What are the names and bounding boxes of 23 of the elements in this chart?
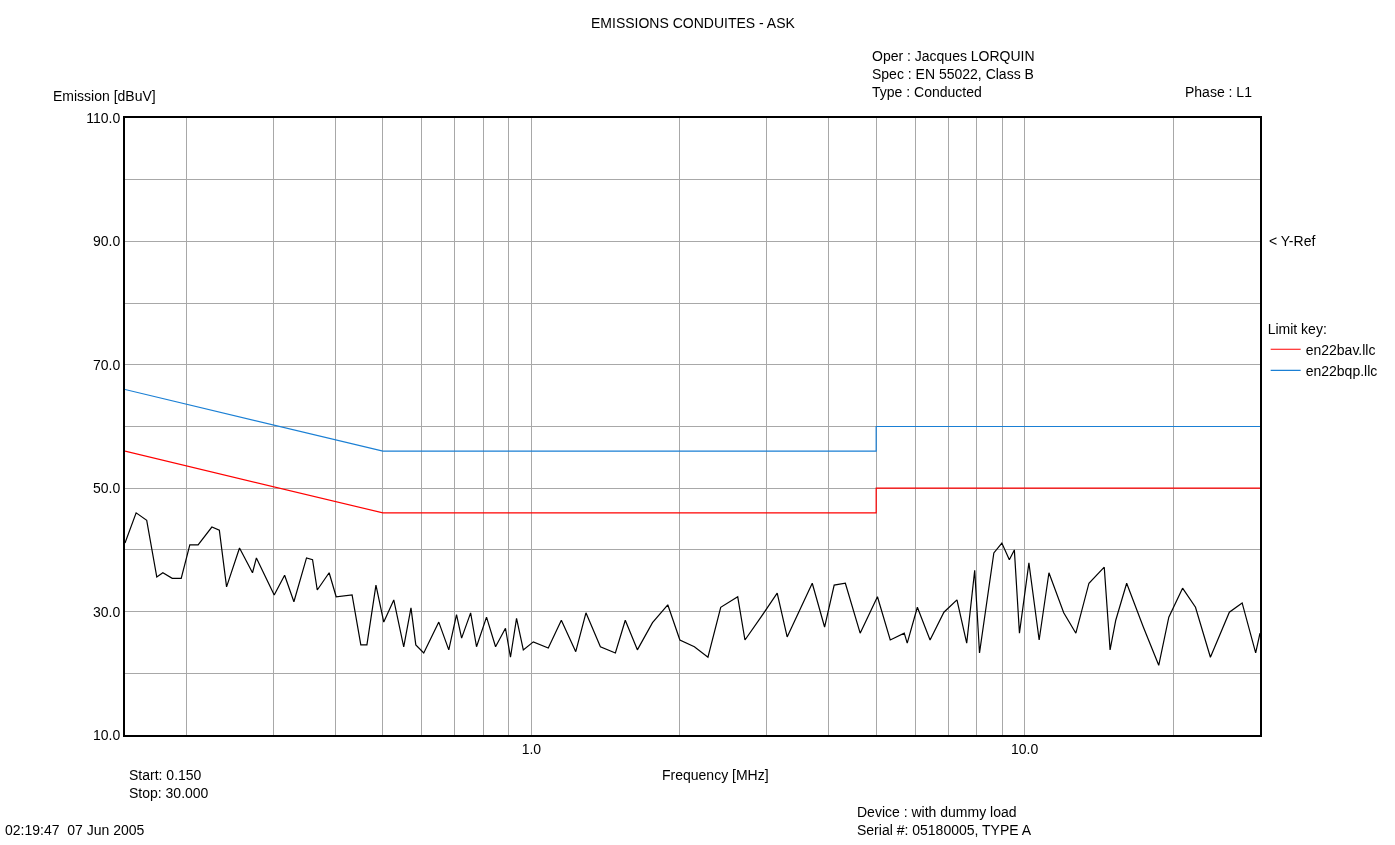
x-axis-title: Frequency [MHz] [662,767,769,783]
text: 02:19:47 07 Jun 2005 [5,822,145,838]
x-tick-label: 1.0 [521,740,542,757]
y-tick-label: 90.0 [92,233,121,250]
text: Serial #: 05180005, TYPE A [857,822,1032,838]
y-axis-title: Emission [dBuV] [53,88,156,104]
text: < Y-Ref [1269,233,1316,249]
legend-title: Limit key: [1267,320,1327,337]
y-tick-label: 10.0 [92,726,121,743]
text: Stop: 30.000 [129,785,209,801]
text: Phase : L1 [1185,84,1253,100]
y-tick-label: 110.0 [86,109,121,126]
text: Spec : EN 55022, Class B [872,66,1034,82]
text: Device : with dummy load [857,804,1017,820]
y-tick-label: 30.0 [92,603,121,620]
legend-label: en22bqp.llc [1305,362,1378,379]
y-tick-label: 70.0 [92,356,121,373]
legend-label: en22bav.llc [1305,341,1376,358]
text: Oper : Jacques LORQUIN [872,48,1035,64]
text: Type : Conducted [872,84,982,100]
chart-title: EMISSIONS CONDUITES - ASK [591,15,796,31]
text: Start: 0.150 [129,767,202,783]
y-tick-label: 50.0 [92,480,121,497]
